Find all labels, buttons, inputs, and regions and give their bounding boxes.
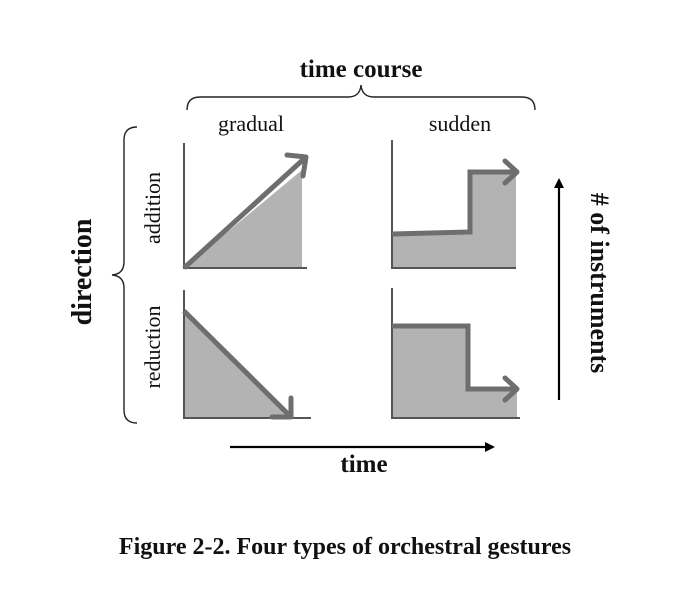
panel-sudden-addition [391,140,520,269]
time-course-label: time course [300,56,423,83]
sudden-addition-area [392,172,516,268]
sudden-addition-arrowhead [502,158,520,186]
instruments-label: # of instruments [585,193,614,374]
sudden-addition-axes [391,140,516,269]
figure-caption: Figure 2-2. Four types of orchestral ges… [119,534,571,560]
sudden-reduction-arrow [392,323,516,392]
panel-gradual-reduction [182,290,311,420]
panel-gradual-addition [182,143,309,270]
panel-sudden-reduction [391,288,520,419]
sudden-addition-arrow [391,169,516,237]
direction-brace [111,126,138,424]
sudden-reduction-area [392,326,517,418]
sudden-reduction-arrowhead [502,375,520,403]
addition-label: addition [140,172,165,244]
time-course-brace [186,84,536,111]
reduction-label: reduction [140,305,165,388]
gradual-reduction-arrowhead [269,395,294,420]
time-label: time [340,451,387,478]
gradual-addition-arrowhead [284,152,309,179]
direction-label: direction [67,218,98,325]
sudden-label: sudden [429,111,491,136]
gradual-reduction-axes [183,290,311,419]
sudden-reduction-axes [391,288,520,419]
gradual-addition-arrow [182,155,308,270]
gradual-label: gradual [218,111,284,136]
gradual-reduction-arrow [182,309,292,418]
